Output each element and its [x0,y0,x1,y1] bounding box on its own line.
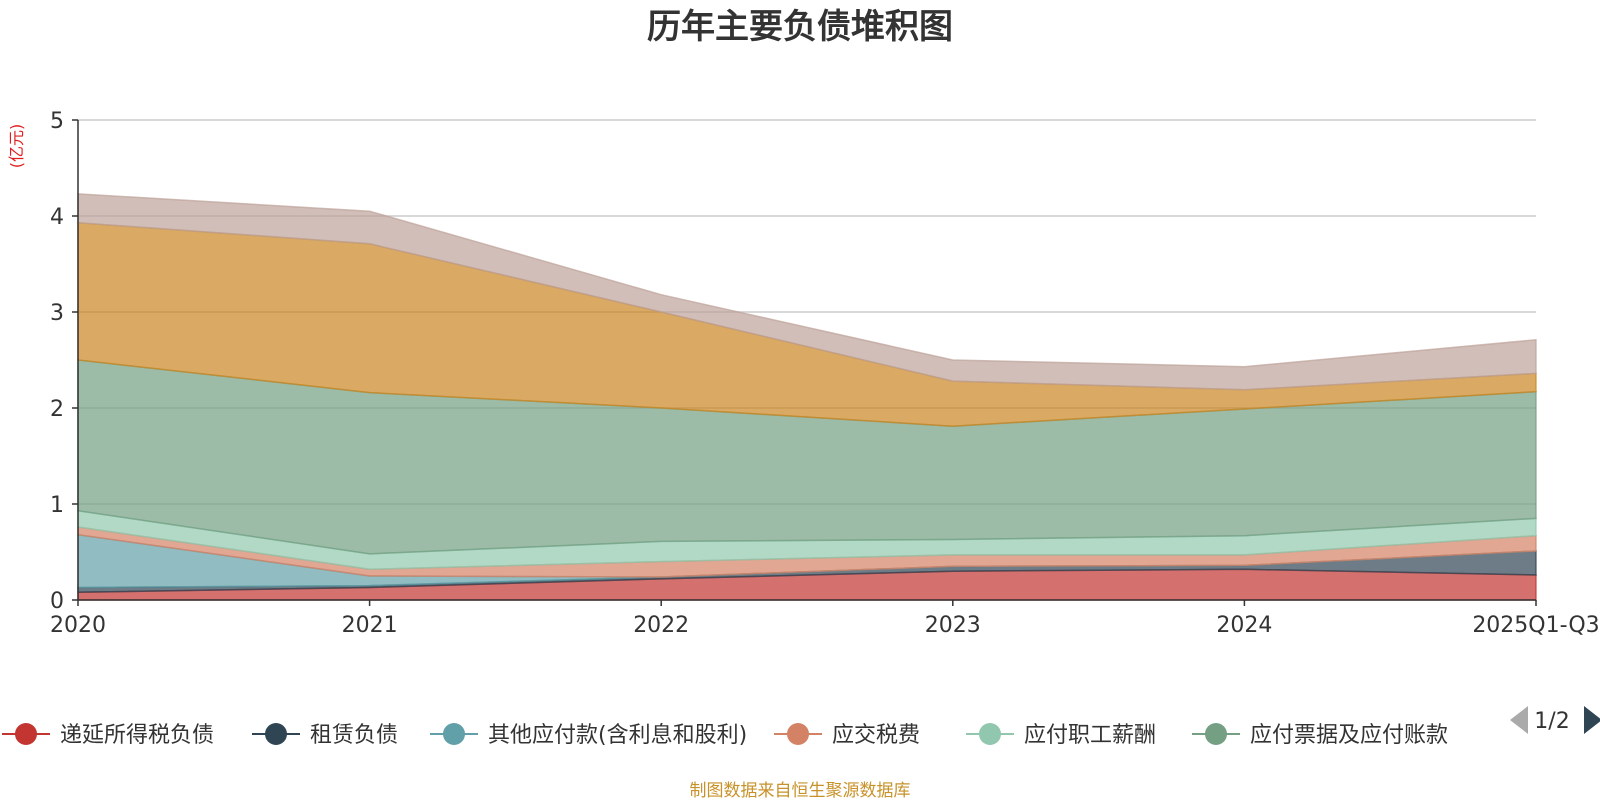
legend-label: 应付职工薪酬 [1024,723,1156,748]
legend-pager[interactable]: 1/2 [1510,706,1600,734]
y-tick-label: 5 [50,109,64,134]
legend-label: 应交税费 [832,723,920,748]
legend-item[interactable]: 其他应付款(含利息和股利) [430,723,747,748]
legend-label: 应付票据及应付账款 [1250,723,1448,748]
chart-title: 历年主要负债堆积图 [647,7,953,47]
y-axis-unit-label: (亿元) [7,124,26,169]
y-tick-label: 0 [50,589,64,614]
y-tick-label: 4 [50,205,64,230]
legend-circle-marker [787,723,809,745]
legend-label: 递延所得税负债 [60,723,214,748]
x-tick-label: 2024 [1216,613,1272,638]
y-tick-label: 3 [50,301,64,326]
axes: 0 1 2 3 4 5 2020 2021 2022 2023 2024 2025Q1-Q3 [50,109,1600,638]
legend-item[interactable]: 租赁负债 [252,723,398,748]
legend-circle-marker [979,723,1001,745]
y-tick-label: 2 [50,397,64,422]
x-tick-label: 2020 [50,613,106,638]
legend-item[interactable]: 应交税费 [774,723,920,748]
y-tick-label: 1 [50,493,64,518]
legend[interactable]: 递延所得税负债 租赁负债 其他应付款(含利息和股利) 应交税费 应付职工薪酬 应付票据及应… [2,723,1448,748]
x-tick-label: 2025Q1-Q3 [1472,613,1599,638]
legend-circle-marker [443,723,465,745]
legend-label: 租赁负债 [310,723,398,748]
legend-circle-marker [1205,723,1227,745]
legend-circle-marker [15,723,37,745]
data-source-note: 制图数据来自恒生聚源数据库 [690,781,911,800]
legend-item[interactable]: 应付职工薪酬 [966,723,1156,748]
x-tick-label: 2022 [633,613,689,638]
area-series-group [77,193,1537,601]
legend-item[interactable]: 应付票据及应付账款 [1192,723,1448,748]
area-series [77,193,1537,391]
legend-circle-marker [265,723,287,745]
legend-prev-arrow-icon[interactable] [1510,706,1528,734]
legend-page-indicator: 1/2 [1534,709,1569,734]
legend-item[interactable]: 递延所得税负债 [2,723,214,748]
legend-next-arrow-icon[interactable] [1584,706,1600,734]
legend-label: 其他应付款(含利息和股利) [488,723,747,748]
x-tick-label: 2021 [342,613,398,638]
x-tick-label: 2023 [925,613,981,638]
